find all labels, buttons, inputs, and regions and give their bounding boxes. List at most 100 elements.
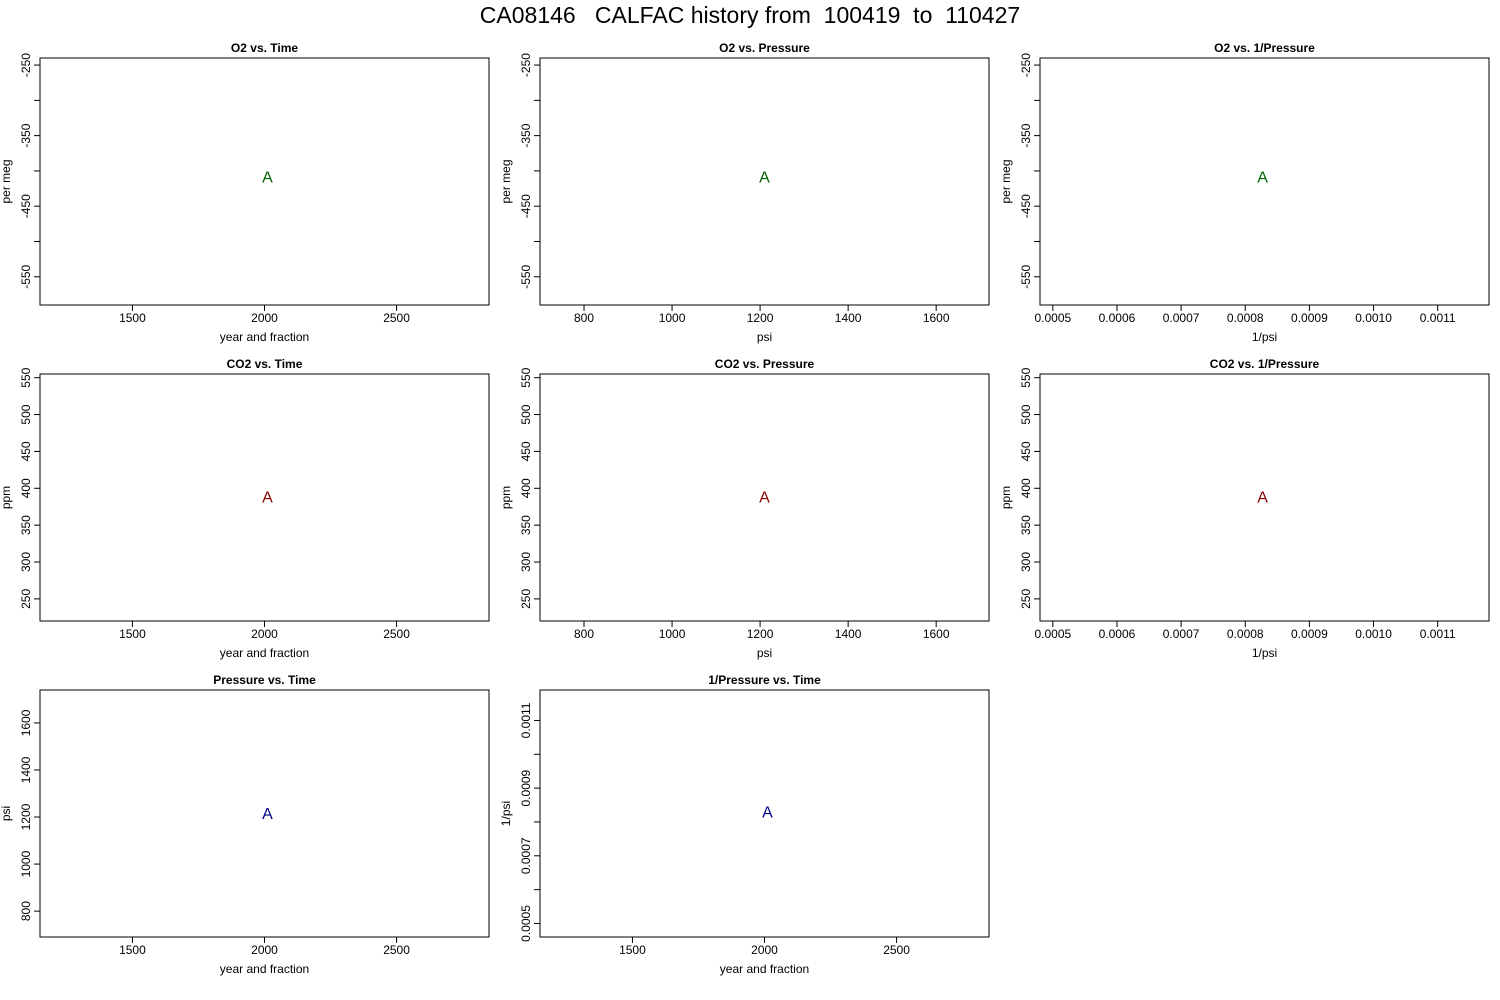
x-axis-label: psi: [757, 646, 772, 660]
x-tick-label: 0.0008: [1227, 627, 1264, 641]
x-axis-label: 1/psi: [1252, 330, 1277, 344]
x-tick-label: 1000: [659, 627, 686, 641]
y-tick-label: -550: [19, 264, 33, 288]
x-tick-label: 1500: [119, 943, 146, 957]
y-tick-label: 0.0007: [519, 837, 533, 874]
y-tick-label: 450: [519, 441, 533, 461]
y-tick-label: 350: [19, 515, 33, 535]
y-tick-label: 500: [519, 404, 533, 424]
x-axis-label: 1/psi: [1252, 646, 1277, 660]
y-tick-label: 500: [1019, 404, 1033, 424]
x-tick-label: 0.0010: [1355, 627, 1392, 641]
y-tick-label: 250: [19, 589, 33, 609]
y-axis-label: 1/psi: [499, 801, 513, 826]
y-tick-label: 0.0009: [519, 769, 533, 806]
y-tick-label: 0.0011: [519, 702, 533, 738]
x-tick-label: 1500: [619, 943, 646, 957]
x-tick-label: 0.0006: [1099, 627, 1136, 641]
y-tick-label: 450: [19, 441, 33, 461]
y-axis-label: per meg: [999, 159, 1013, 203]
data-point: A: [262, 489, 273, 506]
y-tick-label: -550: [1019, 264, 1033, 288]
y-tick-label: 350: [519, 515, 533, 535]
x-tick-label: 0.0007: [1163, 311, 1200, 325]
x-tick-label: 0.0005: [1034, 627, 1071, 641]
x-tick-label: 2000: [251, 627, 278, 641]
plot-frame: [1039, 373, 1490, 622]
data-point: A: [759, 169, 770, 186]
panel-title: O2 vs. Time: [231, 41, 298, 55]
y-tick-label: -550: [519, 264, 533, 288]
panel-title: CO2 vs. Time: [227, 357, 303, 371]
panel-pressure-vs-time: Pressure vs. Time 1500 2000 2500 800 1000 1200…: [0, 673, 490, 976]
data-point: A: [1257, 169, 1268, 186]
panel-title: O2 vs. Pressure: [719, 41, 810, 55]
x-tick-label: 0.0009: [1291, 311, 1328, 325]
x-tick-label: 800: [574, 627, 594, 641]
x-axis-label: year and fraction: [720, 962, 809, 976]
x-tick-label: 1200: [747, 627, 774, 641]
y-tick-label: 550: [1019, 367, 1033, 387]
y-axis-label: ppm: [999, 486, 1013, 509]
y-tick-label: 500: [19, 404, 33, 424]
y-tick-label: 1600: [19, 709, 33, 736]
y-axis-label: per meg: [0, 159, 13, 203]
y-tick-label: -450: [19, 194, 33, 218]
x-tick-label: 2500: [883, 943, 910, 957]
panel-title: CO2 vs. Pressure: [715, 357, 815, 371]
x-tick-label: 2000: [251, 311, 278, 325]
data-point: A: [762, 804, 773, 821]
y-tick-label: -350: [19, 123, 33, 147]
y-tick-label: 550: [19, 367, 33, 387]
data-point: A: [262, 806, 273, 823]
x-tick-label: 0.0010: [1355, 311, 1392, 325]
data-point: A: [262, 169, 273, 186]
y-axis-label: ppm: [0, 486, 13, 509]
x-tick-label: 1500: [119, 311, 146, 325]
x-tick-label: 0.0011: [1420, 311, 1456, 325]
panel-inv-pressure-vs-time: 1/Pressure vs. Time 1500 2000 2500 0.0005 0.0…: [499, 673, 990, 976]
y-tick-label: 300: [519, 552, 533, 572]
y-tick-label: 1000: [19, 850, 33, 877]
y-tick-label: -250: [19, 53, 33, 77]
plot-frame: [539, 373, 990, 622]
y-tick-label: -450: [519, 194, 533, 218]
y-tick-label: 400: [1019, 478, 1033, 498]
panel-o2-vs-pressure: O2 vs. Pressure 800 1000 1200 1400 1600 -250 -3…: [499, 41, 990, 344]
plot-frame: [1039, 57, 1490, 306]
panel-title: Pressure vs. Time: [213, 673, 316, 687]
panel-co2-vs-time: CO2 vs. Time 1500 2000 2500 250 300 350 400 450 5…: [0, 357, 490, 660]
x-tick-label: 1600: [923, 311, 950, 325]
x-tick-label: 800: [574, 311, 594, 325]
x-tick-label: 1000: [659, 311, 686, 325]
x-tick-label: 0.0006: [1099, 311, 1136, 325]
panel-title: 1/Pressure vs. Time: [708, 673, 821, 687]
y-tick-label: -250: [519, 53, 533, 77]
page-title: CA08146 CALFAC history from 100419 to 11…: [479, 2, 1021, 28]
y-tick-label: 550: [519, 367, 533, 387]
y-axis-label: ppm: [499, 486, 513, 509]
data-point: A: [759, 489, 770, 506]
y-tick-label: 1400: [19, 756, 33, 783]
x-tick-label: 1400: [835, 311, 862, 325]
y-tick-label: 250: [519, 589, 533, 609]
y-tick-label: -250: [1019, 53, 1033, 77]
x-tick-label: 2500: [383, 311, 410, 325]
x-axis-label: year and fraction: [220, 330, 309, 344]
x-axis-label: year and fraction: [220, 646, 309, 660]
y-tick-label: 300: [1019, 552, 1033, 572]
y-tick-label: -350: [519, 123, 533, 147]
y-tick-label: 450: [1019, 441, 1033, 461]
y-tick-label: 250: [1019, 589, 1033, 609]
y-tick-label: 800: [19, 901, 33, 921]
y-tick-label: 400: [19, 478, 33, 498]
plot-frame: [539, 57, 990, 306]
x-tick-label: 1400: [835, 627, 862, 641]
panel-title: CO2 vs. 1/Pressure: [1210, 357, 1320, 371]
x-tick-label: 1200: [747, 311, 774, 325]
x-tick-label: 1500: [119, 627, 146, 641]
panel-title: O2 vs. 1/Pressure: [1214, 41, 1315, 55]
panel-o2-vs-time: O2 vs. Time 1500 2000 2500 -250 -350 -450 -550 y…: [0, 41, 490, 344]
x-tick-label: 0.0007: [1163, 627, 1200, 641]
